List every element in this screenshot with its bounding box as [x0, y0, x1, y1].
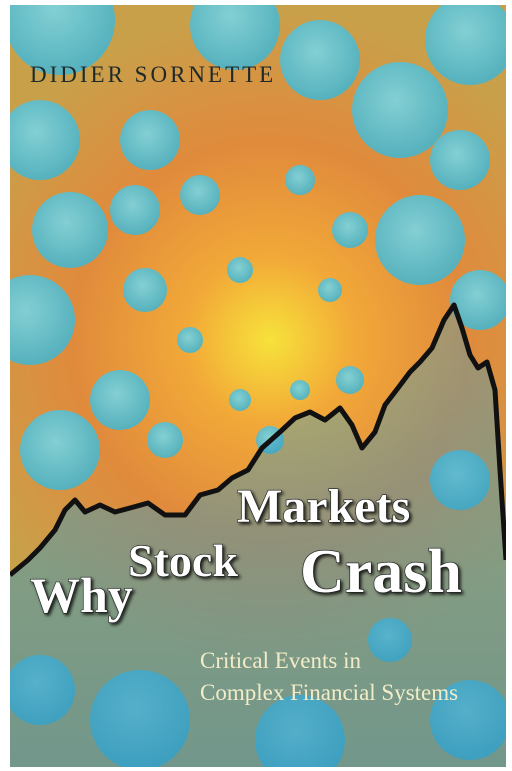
book-cover: DIDIER SORNETTE Why Stock Markets Crash …	[0, 0, 512, 771]
subtitle: Complex Financial Systems	[200, 680, 458, 705]
author: DIDIER SORNETTE	[30, 62, 276, 87]
title-word: Stock	[128, 535, 238, 586]
subtitle: Critical Events in	[200, 648, 361, 673]
title-word: Why	[30, 567, 133, 623]
title-word: Crash	[300, 538, 462, 606]
title-word: Markets	[237, 480, 410, 533]
